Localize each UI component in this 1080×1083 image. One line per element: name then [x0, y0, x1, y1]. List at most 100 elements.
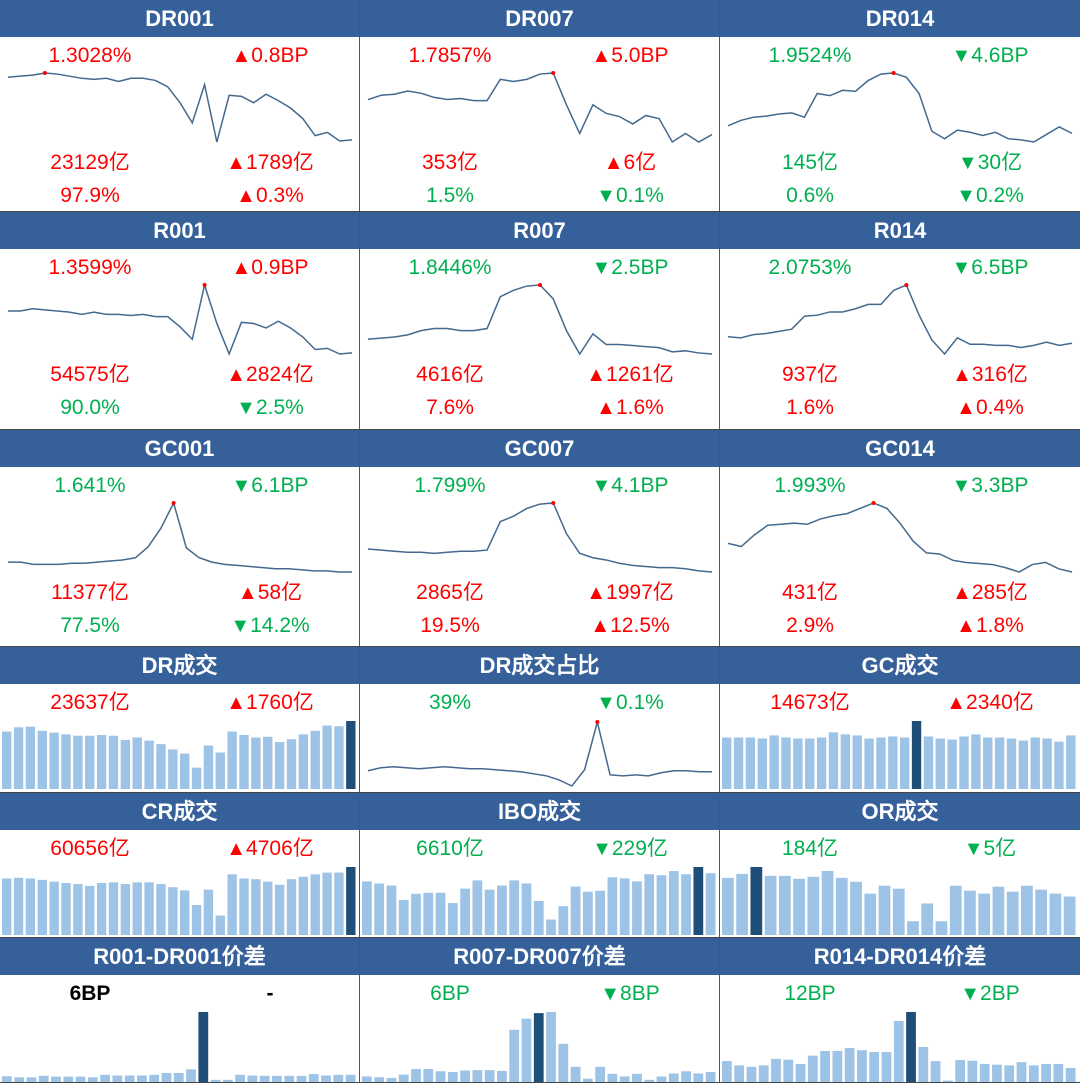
bar [96, 735, 107, 789]
bar-chart [722, 1012, 1076, 1082]
bar-chart [722, 721, 1076, 789]
current-value: 1.641% [54, 474, 126, 497]
panel-dr014: DR014 1.9524% ▼4.6BP 145亿 ▼30亿 0.6% ▼0.2% [720, 0, 1080, 212]
current-bar [750, 867, 763, 935]
bar [484, 889, 495, 935]
up-arrow-icon: ▲ [952, 364, 972, 386]
down-arrow-icon: ▼ [236, 397, 256, 419]
change-value: ▲2824亿 [180, 361, 359, 389]
bar [149, 1074, 160, 1082]
bar [781, 737, 791, 789]
panel-r007: R007 1.8446% ▼2.5BP 4616亿 ▲1261亿 7.6% ▲1.6% [360, 212, 720, 430]
bar [374, 1077, 385, 1082]
bar [949, 885, 962, 935]
change-text: 58亿 [257, 581, 303, 604]
change-value: ▼5亿 [900, 835, 1080, 863]
current-value: 97.9% [60, 184, 120, 207]
current-value: 1.6% [786, 396, 834, 419]
current-value: 54575亿 [50, 363, 130, 386]
current-value: 6BP [430, 982, 470, 1005]
change-text: 0.3% [255, 184, 304, 207]
max-point-marker [171, 501, 176, 505]
bar [334, 872, 344, 935]
bar [51, 1076, 61, 1082]
current-value: 184亿 [781, 837, 839, 860]
bar [509, 880, 520, 935]
change-text: 4706亿 [246, 837, 314, 860]
share-row: 90.0% ▼2.5% [0, 394, 359, 422]
panel-cr成交: CR成交 60656亿 ▲4706亿 [0, 793, 360, 938]
bar [1049, 893, 1062, 935]
max-point-marker [538, 283, 542, 287]
change-value: ▼2.5% [180, 394, 359, 422]
bar [722, 877, 734, 935]
change-text: 0.9BP [251, 256, 309, 279]
panel-r007-dr007价差: R007-DR007价差 6BP ▼8BP [360, 938, 720, 1083]
line-chart [367, 283, 713, 356]
bar [203, 745, 214, 789]
panel-title: GC成交 [720, 647, 1080, 684]
bar [168, 749, 178, 789]
up-arrow-icon: ▲ [590, 615, 611, 637]
bar [398, 1074, 409, 1082]
bar [930, 1061, 941, 1082]
change-value: ▼30亿 [900, 149, 1080, 177]
bar [595, 1066, 606, 1082]
volume-row: 11377亿 ▲58亿 [0, 579, 359, 607]
up-arrow-icon: ▲ [596, 397, 616, 419]
bar [191, 905, 202, 935]
bar [558, 906, 569, 935]
change-text: 2824亿 [246, 363, 314, 386]
share-row: 2.9% ▲1.8% [720, 612, 1080, 640]
line-chart [8, 500, 352, 573]
current-bar [533, 1013, 544, 1082]
bar [272, 1075, 282, 1082]
panel-title: GC014 [720, 430, 1080, 467]
share-row: 7.6% ▲1.6% [360, 394, 719, 422]
rate-row: 6BP ▼8BP [360, 980, 719, 1008]
down-arrow-icon: ▼ [956, 185, 976, 207]
bar [227, 731, 237, 789]
bar [222, 1079, 233, 1082]
change-text: 5亿 [983, 837, 1017, 860]
up-arrow-icon: ▲ [226, 692, 247, 714]
change-value: ▼0.1% [540, 689, 719, 717]
bar [852, 735, 862, 789]
bar [1016, 1062, 1027, 1082]
bar [644, 874, 655, 935]
change-value: ▼0.2% [900, 182, 1080, 210]
current-value: 14673亿 [770, 691, 850, 714]
bar [509, 1029, 520, 1082]
bar [38, 1075, 49, 1082]
up-arrow-icon: ▲ [591, 45, 612, 67]
change-value: ▼2BP [900, 980, 1080, 1008]
bar [322, 725, 332, 789]
change-value: ▼4.1BP [540, 472, 719, 500]
bar [25, 878, 36, 935]
bar [322, 872, 332, 935]
bar [286, 879, 297, 935]
bar [722, 737, 732, 789]
bar [215, 915, 225, 935]
bar [73, 884, 83, 935]
rate-row: 1.3599% ▲0.9BP [0, 254, 359, 282]
current-value: 1.5% [426, 184, 474, 207]
current-value: 23129亿 [50, 151, 130, 174]
bar [656, 1076, 667, 1082]
bar [87, 1077, 98, 1082]
down-arrow-icon: ▼ [960, 983, 981, 1005]
change-value: ▼8BP [540, 980, 719, 1008]
bar [693, 1073, 704, 1082]
bar [644, 1079, 655, 1082]
bar [757, 738, 767, 789]
volume-row: 145亿 ▼30亿 [720, 149, 1080, 177]
bar [619, 878, 630, 935]
panel-r001-dr001价差: R001-DR001价差 6BP - [0, 938, 360, 1083]
change-value: ▲1.8% [900, 612, 1080, 640]
bar [263, 881, 273, 935]
bar [227, 874, 237, 935]
panel-title: DR001 [0, 0, 359, 37]
bar [734, 1065, 745, 1082]
bar [771, 1058, 781, 1082]
bar [864, 893, 877, 935]
